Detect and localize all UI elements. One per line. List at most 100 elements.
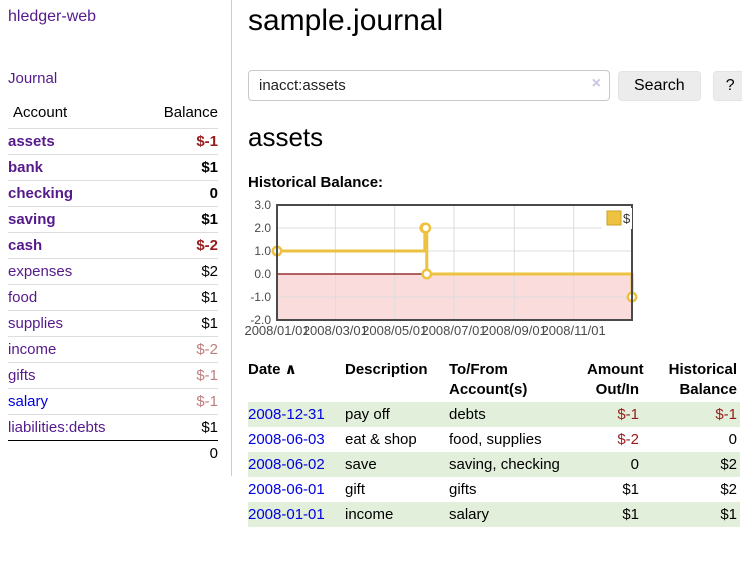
account-row: saving $1 bbox=[8, 206, 218, 233]
account-link[interactable]: assets bbox=[8, 133, 55, 150]
transaction-balance: 0 bbox=[728, 431, 737, 448]
chart-point[interactable] bbox=[420, 222, 432, 234]
account-row: liabilities:debts $1 bbox=[8, 414, 218, 441]
account-balance: $2 bbox=[142, 258, 218, 285]
account-link[interactable]: bank bbox=[8, 159, 44, 176]
transaction-accounts: saving, checking bbox=[449, 456, 560, 473]
transaction-description: gift bbox=[345, 481, 366, 498]
register-row: 2008-12-31 pay off debts $-1 $-1 bbox=[248, 402, 740, 427]
account-balance: $1 bbox=[142, 310, 218, 337]
chart-legend-label: $ bbox=[623, 211, 631, 226]
transaction-description: eat & shop bbox=[345, 431, 417, 448]
account-row: food $1 bbox=[8, 284, 218, 311]
account-link[interactable]: income bbox=[8, 341, 57, 358]
account-link[interactable]: food bbox=[8, 289, 38, 306]
register-header-to-from-account-s-: To/From Account(s) bbox=[449, 361, 528, 398]
transaction-date-link[interactable]: 2008-06-02 bbox=[248, 456, 325, 473]
accounts-header-account: Account bbox=[13, 104, 68, 121]
app-brand-link[interactable]: hledger-web bbox=[8, 8, 97, 25]
y-axis-tick-label: 3.0 bbox=[254, 198, 271, 212]
chart-legend-swatch bbox=[606, 210, 622, 226]
transaction-description: pay off bbox=[345, 406, 390, 423]
transaction-balance: $2 bbox=[720, 456, 737, 473]
y-axis-tick-label: 0.0 bbox=[254, 267, 271, 281]
account-balance: $-1 bbox=[142, 388, 218, 415]
transaction-accounts: food, supplies bbox=[449, 431, 542, 448]
transaction-date-link[interactable]: 2008-06-01 bbox=[248, 481, 325, 498]
chart-canvas[interactable]: $3.0 2.0 1.0 0.0 -1.0 -2.02008/01/012008/03/0… bbox=[244, 198, 648, 344]
transaction-balance: $-1 bbox=[715, 406, 737, 423]
register-row: 2008-06-02 save saving, checking 0 $2 bbox=[248, 452, 740, 477]
x-axis-tick-label: 2008/09/01 bbox=[482, 323, 547, 338]
account-balance: $-1 bbox=[142, 128, 218, 155]
chart-point[interactable] bbox=[421, 268, 433, 280]
account-balance: $1 bbox=[142, 154, 218, 181]
sidebar-item-journal[interactable]: Journal bbox=[8, 70, 58, 87]
accounts-total-row: 0 bbox=[8, 440, 218, 466]
y-axis-tick-label: 1.0 bbox=[254, 244, 271, 258]
account-link[interactable]: cash bbox=[8, 237, 43, 254]
historical-balance-chart[interactable]: $3.0 2.0 1.0 0.0 -1.0 -2.0 2008/01/01 2008/03/0… bbox=[244, 198, 742, 344]
transaction-accounts: salary bbox=[449, 506, 490, 523]
accounts-header-balance: Balance bbox=[163, 104, 218, 121]
account-link[interactable]: expenses bbox=[8, 263, 73, 280]
account-row: expenses $2 bbox=[8, 258, 218, 285]
transaction-description: save bbox=[345, 456, 377, 473]
transaction-accounts: gifts bbox=[449, 481, 477, 498]
account-balance: $-1 bbox=[142, 362, 218, 389]
transaction-amount: $1 bbox=[622, 506, 639, 523]
transaction-amount: $-1 bbox=[617, 406, 639, 423]
transaction-accounts: debts bbox=[449, 406, 486, 423]
transaction-date-link[interactable]: 2008-01-01 bbox=[248, 506, 325, 523]
account-link[interactable]: salary bbox=[8, 393, 49, 410]
main-content: sample.journal × Search ? assets Histori… bbox=[232, 0, 742, 582]
register-table: Date ∧ Description To/From Account(s) Amoun… bbox=[248, 358, 740, 527]
search-form: × Search ? bbox=[248, 70, 742, 101]
clear-search-icon[interactable]: × bbox=[591, 75, 601, 92]
sidebar: hledger-web Journal Account Balance asse… bbox=[0, 0, 232, 476]
account-row: checking 0 bbox=[8, 180, 218, 207]
transaction-date-link[interactable]: 2008-06-03 bbox=[248, 431, 325, 448]
account-link[interactable]: gifts bbox=[8, 367, 36, 384]
register-row: 2008-06-03 eat & shop food, supplies $-2 0 bbox=[248, 427, 740, 452]
transaction-amount: $-2 bbox=[617, 431, 639, 448]
account-row: assets $-1 bbox=[8, 128, 218, 155]
x-axis-tick-label: 2008/07/01 bbox=[421, 323, 486, 338]
transaction-amount: $1 bbox=[622, 481, 639, 498]
sort-ascending-icon[interactable]: ∧ bbox=[280, 361, 297, 378]
x-axis-tick-label: 2008/11/01 bbox=[542, 323, 606, 338]
transaction-balance: $2 bbox=[720, 481, 737, 498]
account-row: income $-2 bbox=[8, 336, 218, 363]
y-axis-tick-label: -2.0 bbox=[250, 313, 271, 327]
account-row: cash $-2 bbox=[8, 232, 218, 259]
account-row: bank $1 bbox=[8, 154, 218, 181]
y-axis-tick-label: 2.0 bbox=[254, 221, 271, 235]
transaction-balance: $1 bbox=[720, 506, 737, 523]
account-row: gifts $-1 bbox=[8, 362, 218, 389]
accounts-total-balance: 0 bbox=[142, 440, 218, 466]
register-header-date[interactable]: Date ∧ bbox=[248, 361, 297, 378]
y-axis-tick-label: -1.0 bbox=[250, 290, 271, 304]
account-balance: $1 bbox=[142, 414, 218, 441]
chart-heading: Historical Balance: bbox=[248, 174, 384, 191]
x-axis-tick-label: 2008/01/01 bbox=[244, 323, 309, 338]
accounts-table: Account Balance assets $-1 bank $1 checking 0… bbox=[8, 102, 218, 466]
account-link[interactable]: saving bbox=[8, 211, 56, 228]
account-row: supplies $1 bbox=[8, 310, 218, 337]
account-link[interactable]: liabilities:debts bbox=[8, 419, 106, 436]
account-link[interactable]: supplies bbox=[8, 315, 64, 332]
account-heading: assets bbox=[248, 122, 324, 152]
account-row: salary $-1 bbox=[8, 388, 218, 415]
register-row: 2008-06-01 gift gifts $1 $2 bbox=[248, 477, 740, 502]
chart-border bbox=[276, 204, 633, 321]
account-balance: 0 bbox=[142, 180, 218, 207]
account-link[interactable]: checking bbox=[8, 185, 74, 202]
register-row: 2008-01-01 income salary $1 $1 bbox=[248, 502, 740, 527]
page-title: sample.journal bbox=[248, 4, 444, 37]
search-button[interactable]: Search bbox=[618, 70, 701, 101]
transaction-date-link[interactable]: 2008-12-31 bbox=[248, 406, 325, 423]
register-header-amount-out-in: Amount Out/In bbox=[587, 361, 644, 398]
help-button[interactable]: ? bbox=[712, 70, 742, 101]
account-balance: $-2 bbox=[142, 336, 218, 363]
search-input[interactable] bbox=[248, 70, 610, 101]
